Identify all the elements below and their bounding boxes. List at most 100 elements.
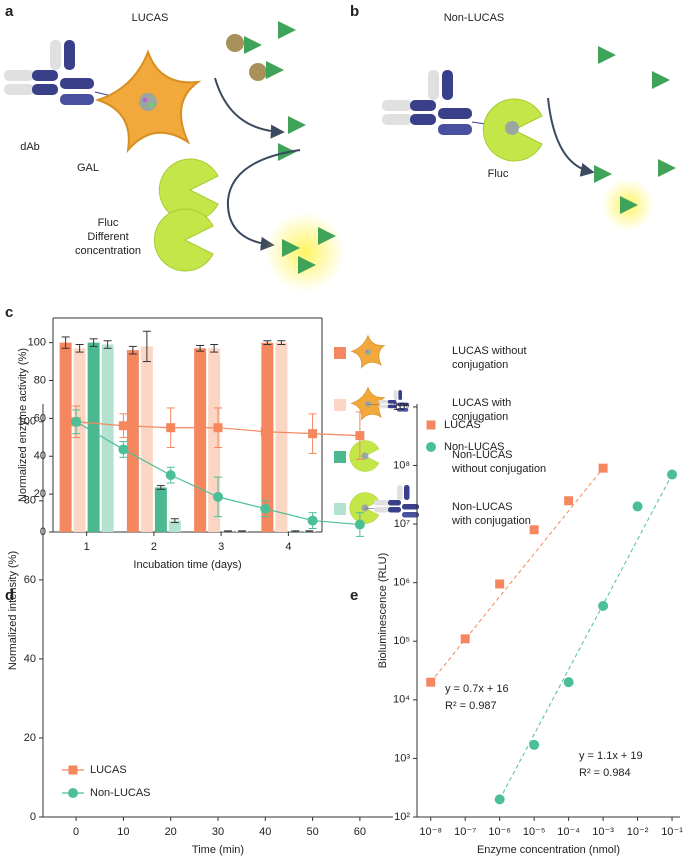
legend-marker	[68, 788, 78, 798]
arrow	[214, 77, 285, 139]
x-tick-label: 10⁻²	[627, 826, 649, 838]
panel-label: a	[5, 3, 14, 20]
legend-label: Non-LUCAS without conjugation	[452, 449, 547, 475]
legend-marker	[426, 442, 436, 452]
fit-line	[430, 467, 604, 683]
annotation: R² = 0.984	[579, 767, 631, 779]
diagram-title: LUCAS	[132, 12, 169, 24]
data-point	[598, 600, 609, 611]
legend-icon	[349, 485, 419, 524]
bar	[87, 342, 100, 532]
data-point	[564, 496, 574, 506]
y-tick-label: 40	[34, 450, 46, 462]
fluc-enzyme	[153, 208, 214, 272]
y-tick-label: 0	[30, 811, 36, 823]
substrate-complex	[226, 21, 296, 81]
data-point	[118, 444, 129, 455]
legend-swatch	[334, 503, 346, 515]
substrate	[505, 121, 519, 135]
y-tick-label: 60	[24, 574, 36, 586]
data-point	[307, 515, 318, 526]
data-point	[213, 491, 223, 502]
data-point	[71, 416, 82, 427]
y-tick-label: 10³	[394, 752, 410, 764]
data-point	[598, 463, 608, 473]
legend-icon	[351, 387, 409, 421]
arrow	[226, 149, 301, 251]
data-point	[118, 421, 128, 431]
y-tick-label: 10⁸	[393, 459, 410, 471]
diagram-label: dAb	[20, 141, 40, 153]
legend-swatch	[334, 451, 346, 463]
legend-label: Non-LUCAS with conjugation	[452, 501, 531, 527]
data-point	[165, 470, 176, 481]
x-tick-label: 20	[165, 826, 177, 838]
product	[594, 165, 612, 183]
x-tick-label: 1	[84, 541, 90, 553]
data-point	[529, 525, 539, 535]
annotation: R² = 0.987	[445, 700, 497, 712]
x-tick-label: 10	[117, 826, 129, 838]
diagram-label: Fluc Different concentration	[74, 217, 142, 257]
y-tick-label: 10⁶	[393, 577, 410, 589]
legend-label: LUCAS	[444, 419, 481, 431]
x-tick-label: 10⁻⁶	[488, 826, 511, 838]
x-tick-label: 4	[285, 541, 291, 553]
x-tick-label: 10⁻³	[592, 826, 614, 838]
data-point	[667, 469, 678, 480]
data-point	[213, 423, 223, 433]
legend-icon	[349, 440, 380, 472]
x-axis-label: Enzyme concentration (nmol)	[477, 844, 620, 856]
legend-label: LUCAS	[90, 764, 127, 776]
diagram-title: Non-LUCAS	[444, 12, 505, 24]
annotation: y = 0.7x + 16	[445, 683, 509, 695]
product	[652, 71, 670, 89]
product	[288, 116, 306, 134]
y-tick-label: 80	[34, 374, 46, 386]
annotation: y = 1.1x + 19	[579, 750, 643, 762]
data-point	[355, 431, 365, 441]
arrow	[547, 97, 595, 177]
data-point	[166, 423, 176, 433]
data-point	[260, 503, 271, 514]
bar	[261, 342, 274, 532]
y-axis-label: Normalized enzyme activity (%)	[17, 348, 29, 502]
y-tick-label: 40	[24, 653, 36, 665]
panel-label: d	[5, 587, 14, 604]
data-point	[308, 429, 318, 439]
data-point	[632, 501, 643, 512]
y-tick-label: 10⁵	[393, 635, 410, 647]
x-tick-label: 0	[73, 826, 79, 838]
bar	[275, 342, 288, 532]
y-tick-label: 100	[18, 416, 36, 428]
antibody	[4, 40, 94, 105]
y-tick-label: 20	[24, 732, 36, 744]
y-tick-label: 10²	[394, 811, 410, 823]
x-tick-label: 30	[212, 826, 224, 838]
bar	[59, 342, 72, 532]
product	[658, 159, 676, 177]
panel-label: b	[350, 3, 359, 20]
legend-marker	[426, 420, 436, 430]
y-tick-label: 80	[24, 495, 36, 507]
panel-label: c	[5, 304, 13, 321]
bar	[126, 350, 139, 532]
x-tick-label: 40	[259, 826, 271, 838]
bar	[101, 344, 114, 532]
x-tick-label: 3	[218, 541, 224, 553]
y-tick-label: 100	[28, 337, 46, 349]
data-point	[563, 677, 574, 688]
x-axis-label: Time (min)	[192, 844, 244, 856]
y-axis-label: Normalized intensity (%)	[7, 551, 19, 670]
x-tick-label: 2	[151, 541, 157, 553]
y-tick-label: 10⁷	[394, 518, 410, 530]
product	[598, 46, 616, 64]
legend-icon	[351, 335, 385, 369]
y-tick-label: 10⁴	[393, 694, 410, 706]
antibody	[382, 70, 472, 135]
data-point	[494, 794, 505, 805]
x-tick-label: 10⁻⁴	[557, 826, 580, 838]
bar	[154, 487, 167, 532]
bar	[194, 348, 207, 532]
diagram-label: Fluc	[488, 168, 509, 180]
